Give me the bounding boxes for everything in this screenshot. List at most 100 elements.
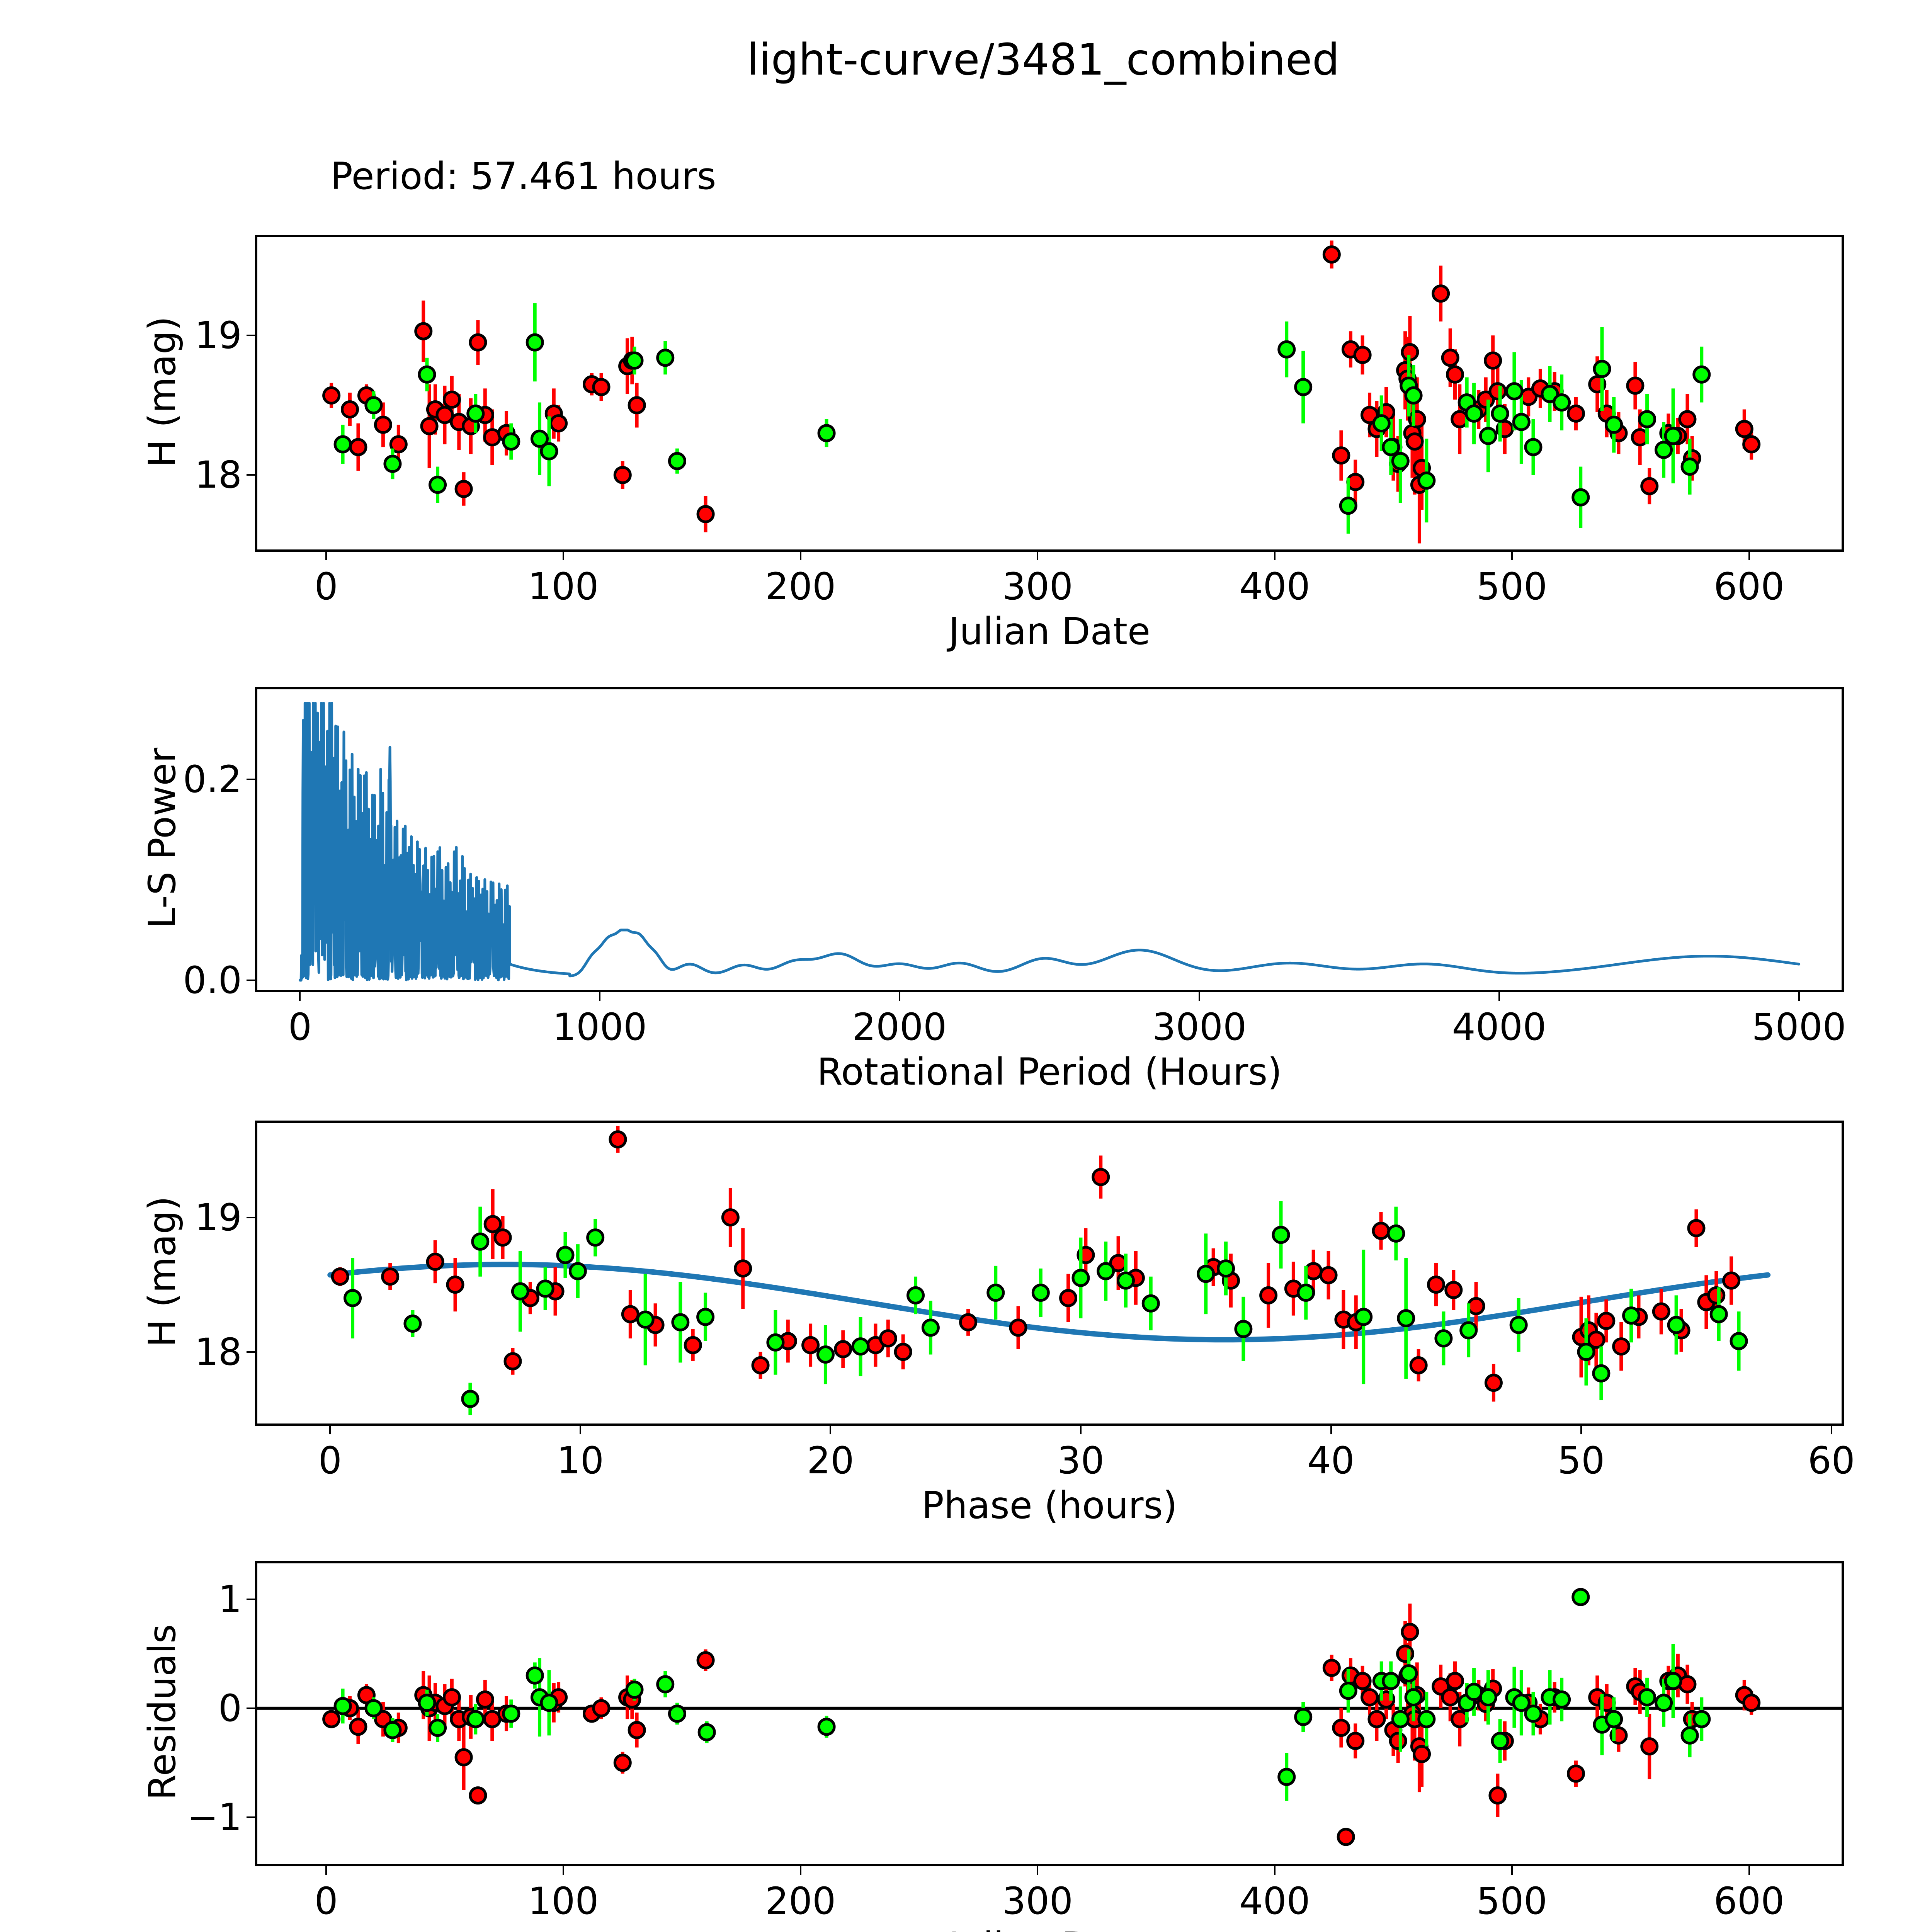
data-point: [418, 1694, 436, 1712]
data-point: [1071, 1269, 1090, 1287]
residuals-plot-area: [255, 1588, 1844, 1846]
data-point: [1097, 1262, 1115, 1281]
data-point: [879, 1329, 897, 1348]
data-point: [383, 1721, 402, 1739]
data-point: [469, 333, 487, 352]
data-point: [801, 1336, 820, 1354]
data-point: [493, 1228, 512, 1247]
x-tick-mark: [1330, 1426, 1332, 1434]
x-tick-label: 100: [528, 565, 599, 608]
data-point: [696, 1651, 715, 1670]
data-point: [609, 1130, 627, 1149]
data-point: [613, 466, 632, 484]
x-tick-label: 300: [1002, 1879, 1073, 1923]
x-tick-label: 400: [1239, 1879, 1310, 1923]
data-point: [1441, 349, 1459, 367]
data-point: [530, 429, 549, 448]
data-point: [1404, 386, 1423, 405]
data-point: [568, 1262, 587, 1281]
data-point: [1297, 1283, 1315, 1302]
phase-folded-x-axis-label: Phase (hours): [922, 1484, 1177, 1527]
data-point: [1722, 1271, 1741, 1290]
data-point: [1391, 452, 1410, 470]
x-tick-label: 200: [765, 1879, 836, 1923]
data-point: [656, 349, 675, 367]
x-tick-label: 5000: [1752, 1005, 1846, 1049]
data-point: [414, 322, 433, 340]
data-point: [1664, 427, 1682, 445]
x-tick-mark: [1198, 992, 1200, 1001]
data-point: [1597, 1312, 1616, 1330]
data-point: [1626, 376, 1645, 395]
data-point: [461, 1389, 480, 1408]
data-point: [1735, 420, 1753, 438]
data-point: [1566, 404, 1585, 423]
data-point: [1479, 1688, 1497, 1707]
data-point: [1638, 410, 1656, 429]
data-point: [1417, 471, 1436, 490]
data-point: [1605, 1710, 1623, 1728]
y-tick-mark: [247, 1216, 255, 1218]
data-point: [1655, 1694, 1673, 1712]
data-point: [426, 1252, 444, 1271]
data-point: [1512, 1694, 1531, 1712]
data-point: [1593, 360, 1611, 378]
data-point: [1730, 1332, 1748, 1350]
data-point: [851, 1337, 870, 1356]
lightcurve-y-axis-label: H (mag): [141, 316, 184, 468]
data-point: [1541, 385, 1559, 403]
data-point: [1512, 413, 1531, 431]
x-tick-mark: [899, 992, 901, 1001]
y-tick-label: −1: [187, 1796, 242, 1839]
data-point: [429, 476, 447, 494]
y-tick-mark: [247, 474, 255, 476]
data-point: [684, 1336, 702, 1354]
y-tick-label: 1: [218, 1577, 242, 1621]
data-point: [1372, 414, 1391, 433]
data-point: [1709, 1305, 1728, 1323]
data-point: [1387, 1224, 1405, 1243]
data-point: [1322, 245, 1341, 264]
x-tick-mark: [299, 992, 301, 1001]
data-point: [1571, 488, 1590, 507]
data-point: [502, 432, 520, 451]
data-point: [1655, 440, 1673, 459]
data-point: [621, 1305, 639, 1323]
data-point: [469, 1786, 487, 1805]
x-tick-mark: [1511, 1866, 1513, 1875]
x-tick-mark: [799, 552, 801, 560]
data-point: [1742, 1694, 1761, 1712]
data-point: [1217, 1259, 1235, 1278]
series-green-band: [333, 303, 1711, 534]
data-point: [1409, 1356, 1428, 1374]
x-tick-mark: [1798, 992, 1800, 1001]
data-point: [1640, 1737, 1659, 1756]
data-point: [1605, 415, 1623, 434]
y-tick-label: 19: [194, 314, 242, 357]
data-point: [344, 1289, 362, 1307]
data-point: [322, 1710, 341, 1728]
data-point: [1353, 1672, 1372, 1690]
data-point: [418, 365, 436, 384]
data-point: [1346, 1732, 1365, 1750]
data-point: [1484, 351, 1502, 370]
x-tick-mark: [325, 552, 327, 560]
data-point: [333, 1697, 352, 1715]
data-point: [834, 1340, 852, 1359]
data-point: [1031, 1283, 1050, 1302]
x-tick-label: 600: [1713, 565, 1785, 608]
data-point: [625, 351, 644, 370]
x-tick-label: 60: [1808, 1439, 1855, 1482]
data-point: [1277, 340, 1296, 359]
figure-title: light-curve/3481_combined: [747, 35, 1340, 85]
data-point: [476, 1690, 494, 1709]
data-point: [1446, 1672, 1464, 1690]
data-point: [1337, 1828, 1355, 1846]
x-tick-mark: [830, 1426, 832, 1434]
y-tick-label: 18: [194, 453, 242, 497]
data-point: [471, 1232, 490, 1251]
data-point: [1294, 1708, 1313, 1726]
data-point: [442, 390, 461, 409]
data-point: [1467, 1297, 1485, 1315]
